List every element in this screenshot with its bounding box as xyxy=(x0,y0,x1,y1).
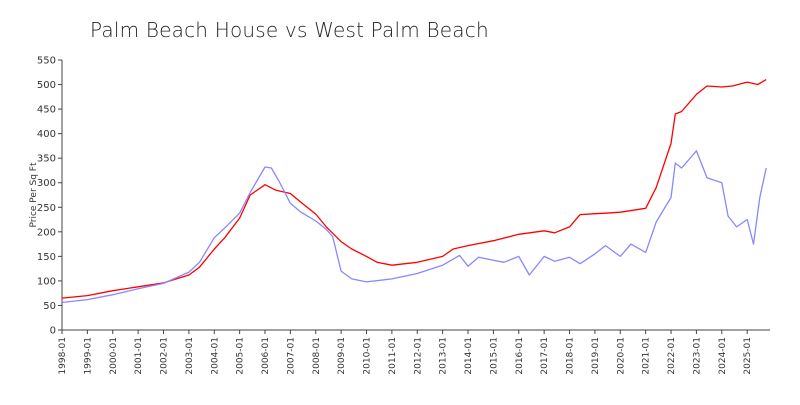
y-tick-label: 500 xyxy=(37,80,56,91)
chart-title: Palm Beach House vs West Palm Beach xyxy=(90,18,489,42)
x-tick-label: 2008-01 xyxy=(312,337,322,375)
y-tick-label: 450 xyxy=(37,105,56,116)
x-tick-label: 2021-01 xyxy=(642,337,652,375)
x-tick-label: 2018-01 xyxy=(566,337,576,375)
x-tick-label: 2022-01 xyxy=(667,337,677,375)
x-tick-label: 1999-01 xyxy=(83,337,93,375)
series-line-1 xyxy=(61,150,767,304)
x-tick-label: 2014-01 xyxy=(464,337,474,375)
y-tick-label: 0 xyxy=(50,326,56,337)
x-tick-label: 2003-01 xyxy=(185,337,195,375)
x-tick-label: 2015-01 xyxy=(489,337,499,375)
x-tick-label: 2004-01 xyxy=(210,337,220,375)
y-tick-label: 150 xyxy=(37,252,56,263)
x-tick-label: 2001-01 xyxy=(134,337,144,375)
x-tick-label: 2013-01 xyxy=(439,337,449,375)
y-axis-label: Price Per Sq Ft xyxy=(29,162,39,227)
y-tick-label: 250 xyxy=(37,203,56,214)
y-tick-label: 400 xyxy=(37,129,56,140)
x-tick-label: 2016-01 xyxy=(515,337,525,375)
x-tick-label: 2024-01 xyxy=(718,337,728,375)
y-tick-label: 200 xyxy=(37,227,56,238)
y-tick-label: 50 xyxy=(43,301,56,312)
y-tick-label: 300 xyxy=(37,178,56,189)
x-tick-label: 1998-01 xyxy=(58,337,68,375)
series-line-0 xyxy=(61,79,767,299)
y-tick-label: 550 xyxy=(37,56,56,67)
x-tick-label: 2011-01 xyxy=(388,337,398,375)
x-tick-label: 2017-01 xyxy=(540,337,550,375)
x-tick-label: 2012-01 xyxy=(413,337,423,375)
x-tick-label: 2006-01 xyxy=(261,337,271,375)
x-tick-label: 2020-01 xyxy=(616,337,626,375)
x-tick-label: 2019-01 xyxy=(591,337,601,375)
x-tick-label: 2010-01 xyxy=(363,337,373,375)
y-tick-label: 100 xyxy=(37,276,56,287)
x-tick-label: 2007-01 xyxy=(286,337,296,375)
x-tick-label: 2002-01 xyxy=(160,337,170,375)
x-tick-label: 2025-01 xyxy=(743,337,753,375)
y-tick-label: 350 xyxy=(37,154,56,165)
x-tick-label: 2000-01 xyxy=(109,337,119,375)
x-tick-label: 2023-01 xyxy=(692,337,702,375)
x-tick-label: 2009-01 xyxy=(337,337,347,375)
x-tick-label: 2005-01 xyxy=(236,337,246,375)
